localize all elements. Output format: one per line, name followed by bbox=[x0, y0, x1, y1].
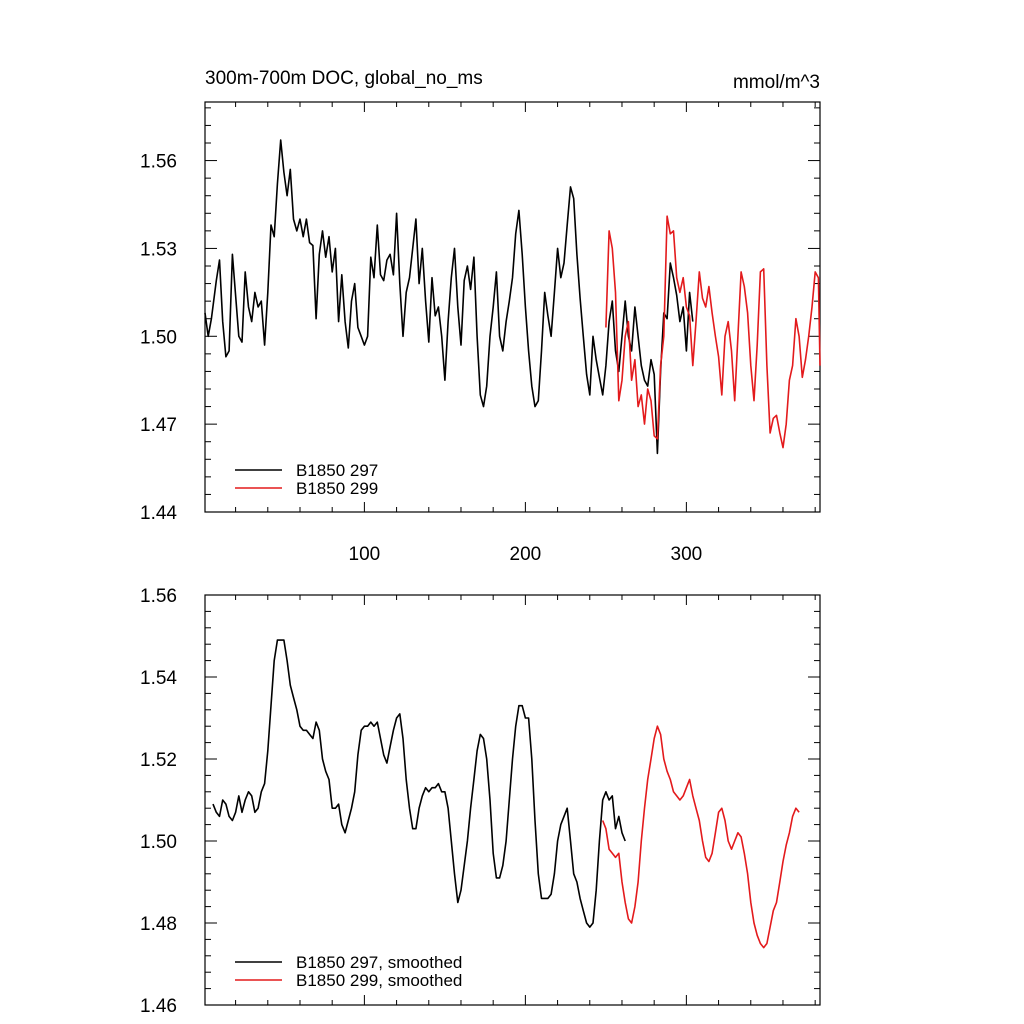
legend-label: B1850 297 bbox=[296, 461, 378, 480]
y-tick-label: 1.50 bbox=[140, 327, 177, 348]
units-label: mmol/m^3 bbox=[733, 72, 820, 93]
chart-title: 300m-700m DOC, global_no_ms bbox=[205, 68, 483, 89]
y-tick-label: 1.56 bbox=[140, 152, 177, 173]
legend-label: B1850 297, smoothed bbox=[296, 953, 462, 972]
y-tick-label: 1.52 bbox=[140, 750, 177, 771]
y-tick-label: 1.47 bbox=[140, 415, 177, 436]
y-tick-label: 1.46 bbox=[140, 996, 177, 1017]
y-tick-label: 1.50 bbox=[140, 832, 177, 853]
plot-frame bbox=[204, 594, 821, 1006]
y-tick-label: 1.53 bbox=[140, 239, 177, 260]
legend-label: B1850 299 bbox=[296, 479, 378, 498]
y-tick-labels: 1.46 1.48 1.50 1.52 1.54 1.56 bbox=[140, 586, 177, 1017]
x-tick-label: 300 bbox=[671, 544, 703, 565]
y-tick-label: 1.54 bbox=[140, 668, 177, 689]
y-tick-label: 1.44 bbox=[140, 503, 177, 524]
bottom-panel: 1.46 1.48 1.50 1.52 1.54 1.56 B1850 297, smoo… bbox=[140, 586, 821, 1017]
top-panel: 300m-700m DOC, global_no_ms mmol/m^3 1.4… bbox=[140, 68, 821, 565]
plot-frame bbox=[204, 101, 821, 513]
series-group bbox=[212, 639, 800, 949]
series-line-297 bbox=[212, 639, 626, 928]
y-tick-label: 1.56 bbox=[140, 586, 177, 607]
tick-marks bbox=[205, 594, 820, 1006]
y-tick-labels: 1.44 1.47 1.50 1.53 1.56 bbox=[140, 152, 177, 524]
series-line-297 bbox=[204, 139, 694, 455]
series-line-299 bbox=[601, 725, 800, 949]
x-tick-label: 200 bbox=[510, 544, 542, 565]
x-tick-labels: 100 200 300 bbox=[349, 544, 703, 565]
series-group bbox=[204, 139, 821, 455]
legend-label: B1850 299, smoothed bbox=[296, 971, 462, 990]
series-line-299 bbox=[605, 215, 821, 449]
y-tick-label: 1.48 bbox=[140, 914, 177, 935]
x-tick-label: 100 bbox=[349, 544, 381, 565]
tick-marks bbox=[205, 102, 820, 513]
